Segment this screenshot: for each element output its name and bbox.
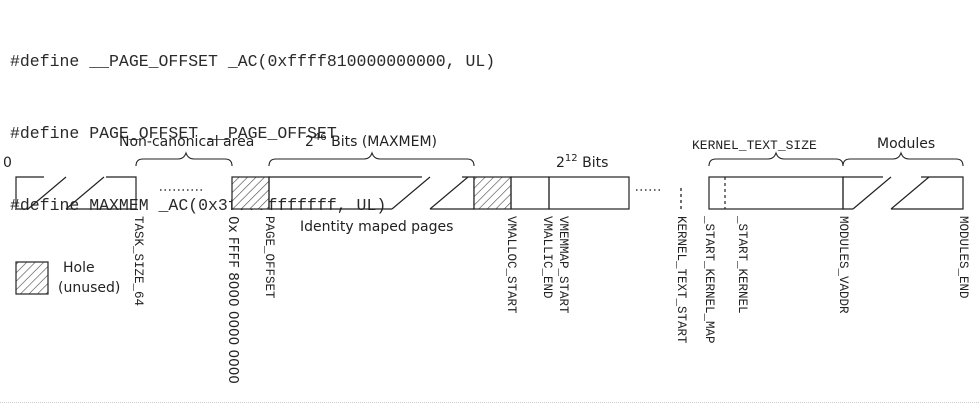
code-line-1: #define __PAGE_OFFSET _AC(0xffff81000000… bbox=[10, 52, 496, 71]
bits12-exp: 12 bbox=[565, 153, 578, 164]
kernel-text-start-label: KERNEL_TEXT_START bbox=[674, 216, 688, 344]
non-canonical-brace bbox=[135, 151, 233, 167]
kernel-text-size-brace bbox=[708, 151, 844, 167]
identity-mapped-block bbox=[268, 176, 475, 210]
bits12-base: 2 bbox=[556, 155, 565, 171]
kernel-text-size-label: KERNEL_TEXT_SIZE bbox=[692, 138, 817, 153]
legend-hatch-swatch bbox=[15, 261, 49, 295]
user-space-block bbox=[15, 176, 137, 210]
start-kernel-map-label: _START_KERNEL_MAP bbox=[702, 216, 716, 344]
start-kernel-label: _START_KERNEL bbox=[735, 216, 749, 314]
bits12-rest: Bits bbox=[578, 155, 609, 171]
bits12-label: 212 Bits bbox=[556, 153, 608, 171]
non-canonical-label: Non-canonical area bbox=[119, 134, 254, 150]
vmemmap-start-label: VMEMMAP_START bbox=[556, 216, 570, 314]
modules-brace bbox=[842, 151, 964, 167]
kernel-text-block bbox=[708, 176, 844, 210]
legend-unused-label: (unused) bbox=[58, 280, 120, 296]
vmemmap-block bbox=[548, 176, 630, 210]
maxmem-label: 246 Bits (MAXMEM) bbox=[305, 132, 437, 150]
hole-block-2 bbox=[473, 176, 512, 210]
modules-end-label: MODULES_END bbox=[956, 216, 970, 299]
task-size-64-label: TASK_SIZE_64 bbox=[131, 216, 145, 307]
page-offset-label: PAGE_OFFSET bbox=[262, 216, 276, 299]
vmallic-end-label: VMALLIC_END bbox=[540, 216, 554, 299]
code-line-3: #define MAXMEM _AC(0x3fffffffffff, UL) bbox=[10, 196, 387, 215]
modules-vaddr-label: MODULES_VADDR bbox=[836, 216, 850, 314]
maxmem-exp: 46 bbox=[314, 132, 327, 143]
hole-block-1 bbox=[231, 176, 270, 210]
maxmem-brace bbox=[268, 151, 475, 167]
legend-hole-label: Hole bbox=[63, 260, 95, 276]
modules-block bbox=[842, 176, 964, 210]
bottom-dotted-rule bbox=[0, 402, 979, 405]
maxmem-rest: Bits (MAXMEM) bbox=[327, 134, 437, 150]
vmalloc-block bbox=[510, 176, 550, 210]
vmalloc-start-label: VMALLOC_START bbox=[504, 216, 518, 314]
identity-label: Identity maped pages bbox=[300, 219, 453, 235]
hex-address-label: 0x FFFF 8000 0000 0000 bbox=[225, 216, 241, 384]
code-line-2: #define PAGE_OFFSET __PAGE_OFFSET bbox=[10, 124, 337, 143]
zero-label: 0 bbox=[3, 155, 12, 171]
modules-label: Modules bbox=[877, 136, 935, 152]
maxmem-base: 2 bbox=[305, 134, 314, 150]
code-block: #define __PAGE_OFFSET _AC(0xffff81000000… bbox=[10, 2, 495, 242]
